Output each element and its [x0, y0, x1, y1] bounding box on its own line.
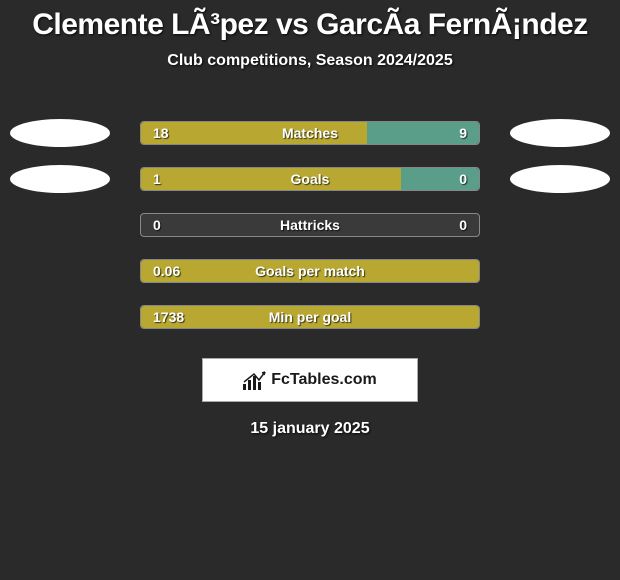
page-subtitle: Club competitions, Season 2024/2025	[0, 52, 620, 70]
player-avatar-left	[10, 165, 110, 193]
stat-bar-track: 1 0 Goals	[140, 167, 480, 191]
stat-bar-track: 18 9 Matches	[140, 121, 480, 145]
stat-value-left: 18	[153, 125, 169, 141]
stat-value-left: 1738	[153, 309, 184, 325]
bar-chart-icon	[243, 370, 267, 390]
stat-row: 1 0 Goals	[0, 156, 620, 202]
stat-label: Goals per match	[255, 263, 365, 279]
stat-value-left: 1	[153, 171, 161, 187]
stat-bar-right	[401, 168, 479, 190]
stat-row: 1738 Min per goal	[0, 294, 620, 340]
stat-value-right: 9	[459, 125, 467, 141]
player-avatar-left	[10, 119, 110, 147]
stat-value-left: 0.06	[153, 263, 180, 279]
player-avatar-right	[510, 119, 610, 147]
stat-bar-track: 1738 Min per goal	[140, 305, 480, 329]
snapshot-date: 15 january 2025	[0, 420, 620, 438]
page-title: Clemente LÃ³pez vs GarcÃ­a FernÃ¡ndez	[0, 8, 620, 42]
source-logo: FcTables.com	[243, 370, 377, 390]
stat-value-left: 0	[153, 217, 161, 233]
stat-bar-track: 0.06 Goals per match	[140, 259, 480, 283]
stat-label: Min per goal	[269, 309, 351, 325]
chart-area: 18 9 Matches 1 0 Goals 0 0 Hattricks 0.06 Goals pe…	[0, 110, 620, 340]
stat-bar-track: 0 0 Hattricks	[140, 213, 480, 237]
stat-value-right: 0	[459, 171, 467, 187]
stat-row: 18 9 Matches	[0, 110, 620, 156]
stat-label: Goals	[291, 171, 330, 187]
stat-bar-left	[141, 168, 401, 190]
stat-row: 0 0 Hattricks	[0, 202, 620, 248]
stat-row: 0.06 Goals per match	[0, 248, 620, 294]
player-avatar-right	[510, 165, 610, 193]
comparison-card: Clemente LÃ³pez vs GarcÃ­a FernÃ¡ndez Cl…	[0, 0, 620, 438]
source-logo-text: FcTables.com	[271, 371, 377, 389]
stat-value-right: 0	[459, 217, 467, 233]
stat-label: Hattricks	[280, 217, 340, 233]
stat-label: Matches	[282, 125, 338, 141]
source-logo-box: FcTables.com	[202, 358, 418, 402]
